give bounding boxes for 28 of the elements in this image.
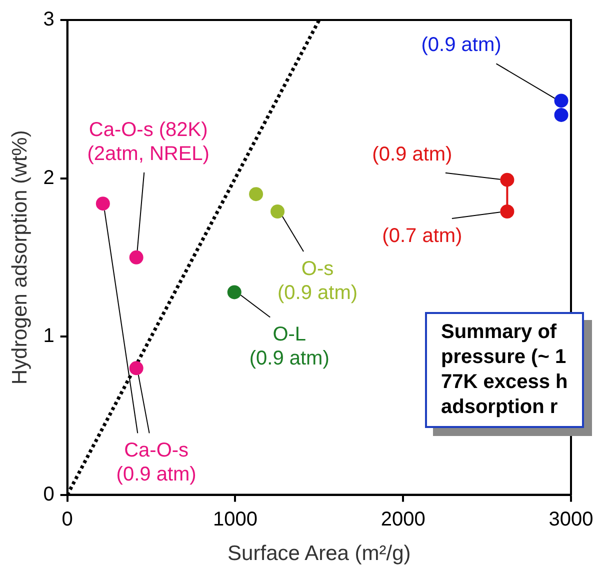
point <box>500 204 514 219</box>
annotation: Summary of pressure (~ 1 77K excess h adsorption r <box>425 312 584 428</box>
y-tick-label: 0 <box>43 483 54 506</box>
point <box>96 196 110 211</box>
point <box>227 285 242 300</box>
text: Ca-O-s (0.9 atm) <box>116 440 196 486</box>
x-tick-label: 3000 <box>548 508 594 530</box>
point <box>270 204 285 219</box>
series-label: O-L (0.9 atm) <box>249 324 330 370</box>
x-tick-label: 0 <box>62 508 73 530</box>
text: (0.7 atm) <box>382 225 462 248</box>
y-axis-title: Hydrogen adsorption (wt%) <box>8 130 32 385</box>
x-tick-label: 1000 <box>212 508 258 530</box>
point <box>554 94 568 108</box>
point <box>249 187 264 202</box>
text: Ca-O-s (82K) (2atm, NREL) <box>87 118 210 165</box>
y-tick-label: 3 <box>43 8 54 31</box>
point <box>129 361 144 376</box>
series-label: O-s (0.9 atm) <box>278 258 358 304</box>
x-axis-title: Surface Area (m²/g) <box>228 542 411 566</box>
text: (0.9 atm) <box>372 143 452 166</box>
text: (0.9 atm) <box>421 34 502 56</box>
point <box>554 108 568 122</box>
point <box>129 250 144 264</box>
y-tick-label: 2 <box>43 166 54 189</box>
point <box>500 172 514 187</box>
y-tick-label: 1 <box>43 325 54 348</box>
x-tick-label: 2000 <box>380 508 426 530</box>
